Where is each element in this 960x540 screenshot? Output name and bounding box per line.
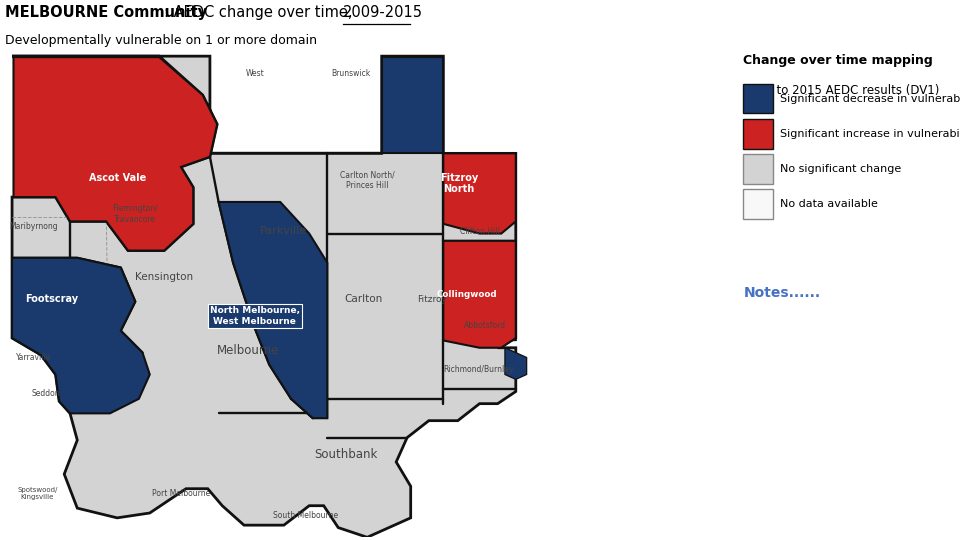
Text: 2009 to 2015 AEDC results (DV1): 2009 to 2015 AEDC results (DV1) — [743, 84, 940, 97]
Text: Change over time mapping: Change over time mapping — [743, 54, 933, 67]
Text: Significant increase in vulnerability: Significant increase in vulnerability — [780, 129, 960, 139]
Text: Flemington/
Travancore: Flemington/ Travancore — [112, 205, 158, 224]
Text: Notes......: Notes...... — [743, 286, 821, 300]
Text: Collingwood: Collingwood — [437, 290, 497, 299]
Text: No data available: No data available — [780, 199, 878, 209]
Text: Clifton Hill: Clifton Hill — [460, 227, 499, 235]
Polygon shape — [13, 57, 217, 251]
Text: No significant change: No significant change — [780, 164, 901, 174]
Text: Ascot Vale: Ascot Vale — [88, 173, 146, 183]
Text: Developmentally vulnerable on 1 or more domain: Developmentally vulnerable on 1 or more … — [5, 34, 317, 47]
Polygon shape — [382, 57, 444, 153]
Text: Southbank: Southbank — [314, 448, 377, 461]
Text: Seddon: Seddon — [32, 389, 60, 399]
Text: South Melbourne: South Melbourne — [273, 511, 338, 520]
Text: Port Melbourne: Port Melbourne — [152, 489, 210, 498]
Text: MELBOURNE Community: MELBOURNE Community — [5, 5, 207, 20]
Polygon shape — [444, 241, 516, 348]
Text: Maribyrnong: Maribyrnong — [10, 222, 59, 231]
FancyBboxPatch shape — [743, 189, 774, 219]
Text: North Melbourne,
West Melbourne: North Melbourne, West Melbourne — [210, 307, 300, 326]
Text: Spotswood/
Kingsville: Spotswood/ Kingsville — [17, 487, 58, 500]
Text: Significant decrease in vulnerability: Significant decrease in vulnerability — [780, 93, 960, 104]
Polygon shape — [12, 258, 150, 414]
Polygon shape — [12, 56, 516, 537]
Text: Fitzroy: Fitzroy — [418, 295, 447, 303]
Polygon shape — [219, 202, 327, 418]
Text: Brunswick: Brunswick — [331, 69, 371, 78]
Text: Carlton North/
Princes Hill: Carlton North/ Princes Hill — [340, 171, 395, 190]
FancyBboxPatch shape — [743, 119, 774, 148]
Polygon shape — [505, 348, 527, 379]
Text: Richmond/Burnley: Richmond/Burnley — [443, 365, 514, 374]
Text: 2009-2015: 2009-2015 — [343, 5, 422, 20]
Text: Yarraville: Yarraville — [16, 353, 52, 362]
FancyBboxPatch shape — [743, 154, 774, 184]
Text: West: West — [246, 69, 264, 78]
Text: : AEDC change over time,: : AEDC change over time, — [164, 5, 357, 20]
Text: Footscray: Footscray — [25, 294, 79, 304]
Text: Kensington: Kensington — [135, 272, 193, 282]
Text: Abbotsford: Abbotsford — [465, 321, 507, 330]
Text: Melbourne: Melbourne — [216, 343, 278, 357]
Text: Carlton: Carlton — [345, 294, 383, 304]
Polygon shape — [444, 153, 516, 233]
Text: Fitzroy
North: Fitzroy North — [440, 173, 478, 194]
Text: Parkville: Parkville — [260, 226, 307, 236]
FancyBboxPatch shape — [743, 84, 774, 113]
